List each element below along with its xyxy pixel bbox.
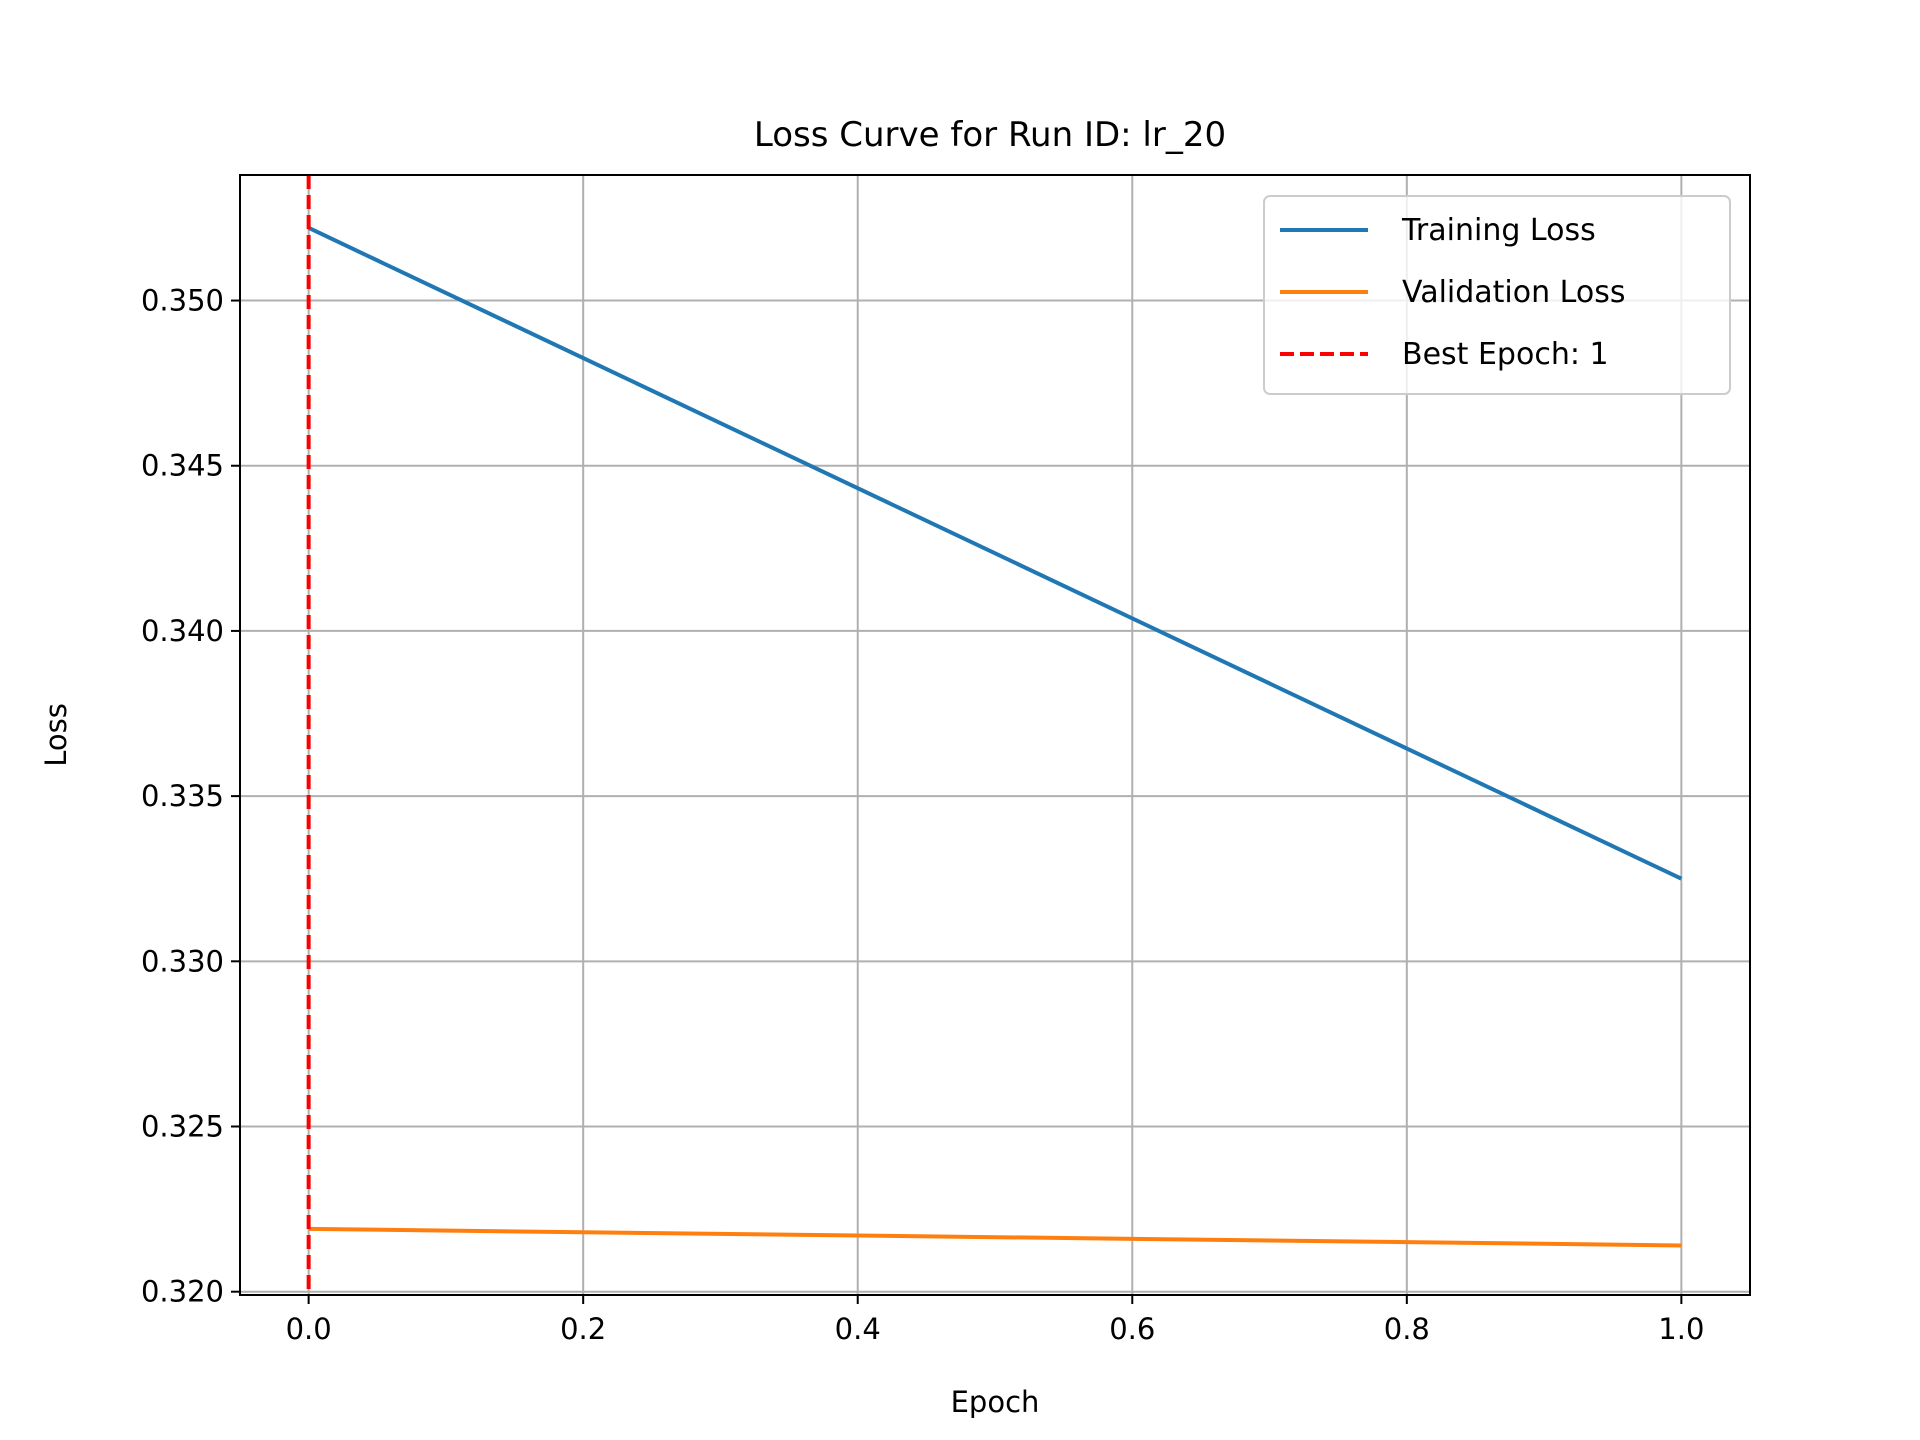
y-tick-label: 0.340 — [141, 614, 224, 648]
legend-label-best-epoch: Best Epoch: 1 — [1402, 337, 1609, 372]
y-tick-label: 0.330 — [141, 944, 224, 978]
x-tick-label: 0.6 — [1109, 1312, 1155, 1346]
series-lines — [306, 175, 1683, 1295]
x-tick-label: 0.0 — [286, 1312, 332, 1346]
y-axis-label: Loss — [39, 703, 73, 767]
axis-ticks: 0.0 0.2 0.4 0.6 0.8 1.0 0.320 0.325 0.330 0.335 0.… — [141, 284, 1704, 1346]
y-tick-label: 0.320 — [141, 1275, 224, 1309]
grid-lines — [240, 175, 1750, 1295]
legend-label-training-loss: Training Loss — [1401, 213, 1596, 248]
y-tick-label: 0.350 — [141, 284, 224, 318]
plot-frame — [239, 174, 1751, 1296]
x-tick-label: 0.4 — [835, 1312, 881, 1346]
y-tick-label: 0.335 — [141, 779, 224, 813]
y-tick-label: 0.345 — [141, 449, 224, 483]
chart-title: Loss Curve for Run ID: lr_20 — [754, 115, 1226, 155]
series-line-validation-loss — [308, 1226, 1682, 1248]
series-line-training-loss — [307, 226, 1683, 881]
x-tick-label: 1.0 — [1658, 1312, 1704, 1346]
legend: Training Loss Validation Loss Best Epoch: … — [1263, 195, 1731, 395]
y-tick-label: 0.325 — [141, 1110, 224, 1144]
x-tick-label: 0.2 — [560, 1312, 606, 1346]
legend-label-validation-loss: Validation Loss — [1402, 275, 1625, 310]
legend-box — [1263, 195, 1731, 395]
x-axis-label: Epoch — [951, 1385, 1040, 1419]
x-tick-label: 0.8 — [1384, 1312, 1430, 1346]
